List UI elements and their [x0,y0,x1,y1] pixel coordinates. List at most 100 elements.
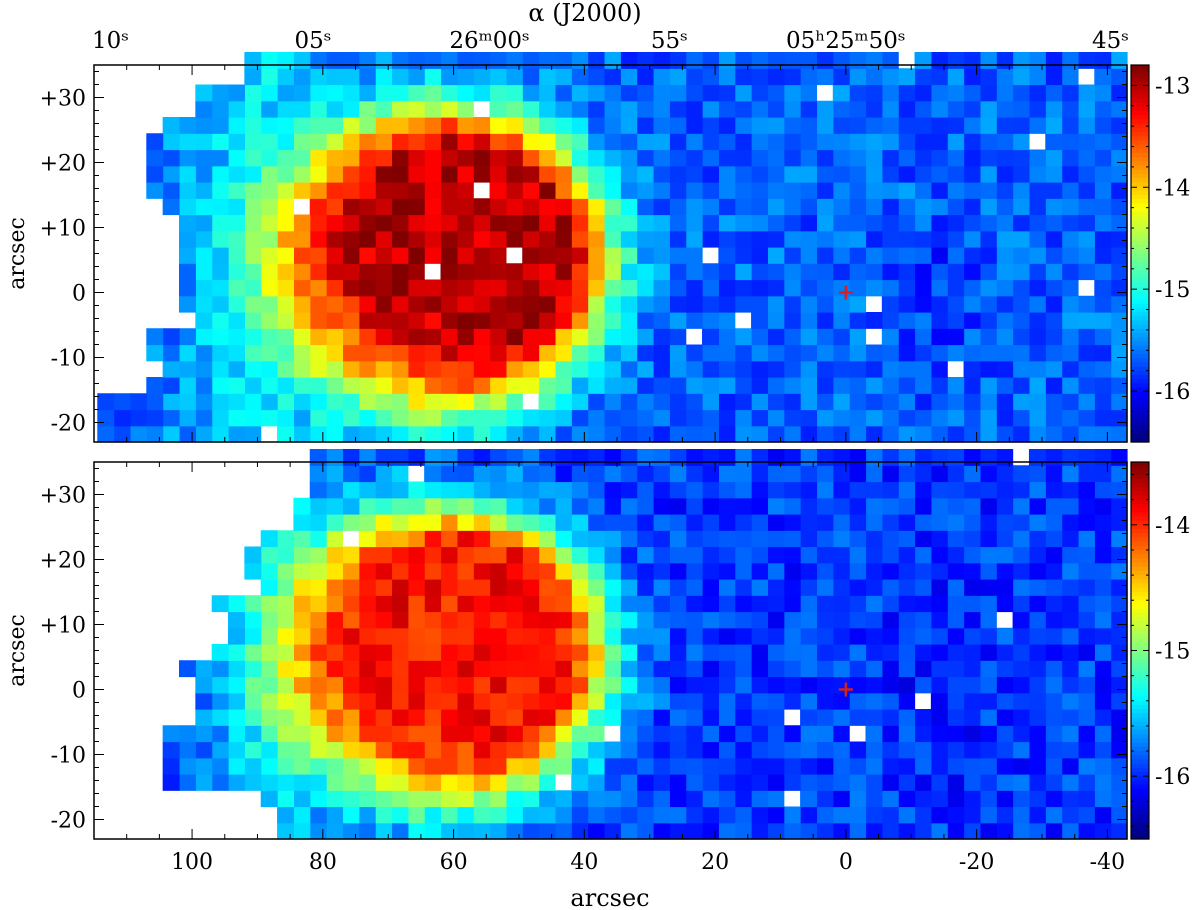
heatmap-cell [816,757,834,775]
colorbar-segment [1131,203,1149,209]
heatmap-cell [1077,692,1095,710]
heatmap-cell [718,644,736,661]
heatmap-cell [391,182,409,199]
heatmap-cell [1012,100,1030,118]
heatmap-cell [832,52,850,69]
heatmap-cell [1077,709,1095,726]
heatmap-cell [685,611,703,629]
heatmap-cell [1077,822,1095,840]
heatmap-cell [963,644,981,661]
heatmap-cell [375,530,393,548]
heatmap-cell [538,449,556,466]
heatmap-cell [424,214,442,232]
heatmap-cell [718,149,736,167]
heatmap-cell [963,182,981,199]
heatmap-cell [669,514,687,531]
colorbar-segment [1131,416,1149,422]
heatmap-cell [1077,247,1095,264]
heatmap-cell [718,757,736,775]
heatmap-cell [783,806,801,824]
heatmap-cell [391,660,409,678]
heatmap-cell [1110,725,1128,743]
colorbar-segment [1131,713,1149,719]
heatmap-cell [505,481,523,499]
heatmap-cell [326,149,344,167]
heatmap-cell [930,514,948,531]
heatmap-cell [849,595,867,613]
heatmap-cell [702,644,719,661]
heatmap-cell [685,295,703,313]
heatmap-cell [849,627,867,645]
heatmap-cell [930,52,948,69]
heatmap-cell [1094,409,1112,427]
heatmap-cell [195,133,213,151]
heatmap-cell [963,790,981,808]
heatmap-cell [489,52,507,69]
heatmap-cell [1110,497,1128,515]
heatmap-cell [734,449,752,466]
heatmap-cell [653,328,670,346]
heatmap-cell [1045,133,1063,151]
heatmap-cell [832,595,850,613]
heatmap-cell [996,295,1014,313]
heatmap-cell [277,546,294,564]
heatmap-cell [538,165,556,183]
y-tick-label: +10 [40,614,86,639]
heatmap-cell [603,117,621,134]
heatmap-cell [587,230,605,248]
heatmap-cell [881,377,899,394]
heatmap-cell [963,514,981,531]
heatmap-cell [898,741,916,759]
colorbar-segment [1131,249,1149,255]
heatmap-cell [767,393,785,411]
heatmap-cell [832,546,850,564]
heatmap-cell [620,676,638,694]
heatmap-cell [309,709,327,726]
heatmap-cell [342,546,360,564]
colorbar-tick-label: -16 [1155,765,1190,790]
heatmap-cell [653,149,670,167]
heatmap-cell [260,377,278,394]
heatmap-cell [702,409,719,427]
heatmap-cell [800,165,818,183]
heatmap-cell [1077,449,1095,466]
heatmap-cell [751,822,769,840]
heatmap-cell [440,514,458,531]
heatmap-cell [538,425,556,443]
heatmap-cell [881,247,899,264]
heatmap-cell [358,214,376,232]
colorbar-tick-label: -14 [1155,514,1190,539]
heatmap-cell [391,595,409,613]
heatmap-cell [489,790,507,808]
heatmap-cell [849,360,867,378]
heatmap-cell [260,725,278,743]
heatmap-cell [685,214,703,232]
heatmap-cell [636,230,654,248]
heatmap-cell [849,84,867,102]
heatmap-cell [1012,546,1030,564]
heatmap-cell [538,741,556,759]
heatmap-cell [702,806,719,824]
colorbar-segment [1131,612,1149,618]
heatmap-cell [538,198,556,216]
colorbar-segment [1131,266,1149,271]
heatmap-cell [832,806,850,824]
heatmap-cell [669,822,687,840]
heatmap-cell [1094,279,1112,297]
heatmap-cell [653,660,670,678]
heatmap-cell [211,295,229,313]
heatmap-cell [293,100,311,118]
heatmap-cell [1028,790,1046,808]
top-axis-title: α (J2000) [528,0,641,27]
heatmap-cell [963,465,981,483]
heatmap-cell [603,562,621,580]
heatmap-cell [881,481,899,499]
colorbar-segment [1131,211,1149,217]
colorbar-segment [1131,362,1149,368]
heatmap-cell [1061,725,1079,743]
heatmap-cell [685,52,703,69]
heatmap-cell [1077,198,1095,216]
heatmap-cell [881,644,899,661]
heatmap-cell [669,393,687,411]
colorbar-segment [1131,813,1149,819]
